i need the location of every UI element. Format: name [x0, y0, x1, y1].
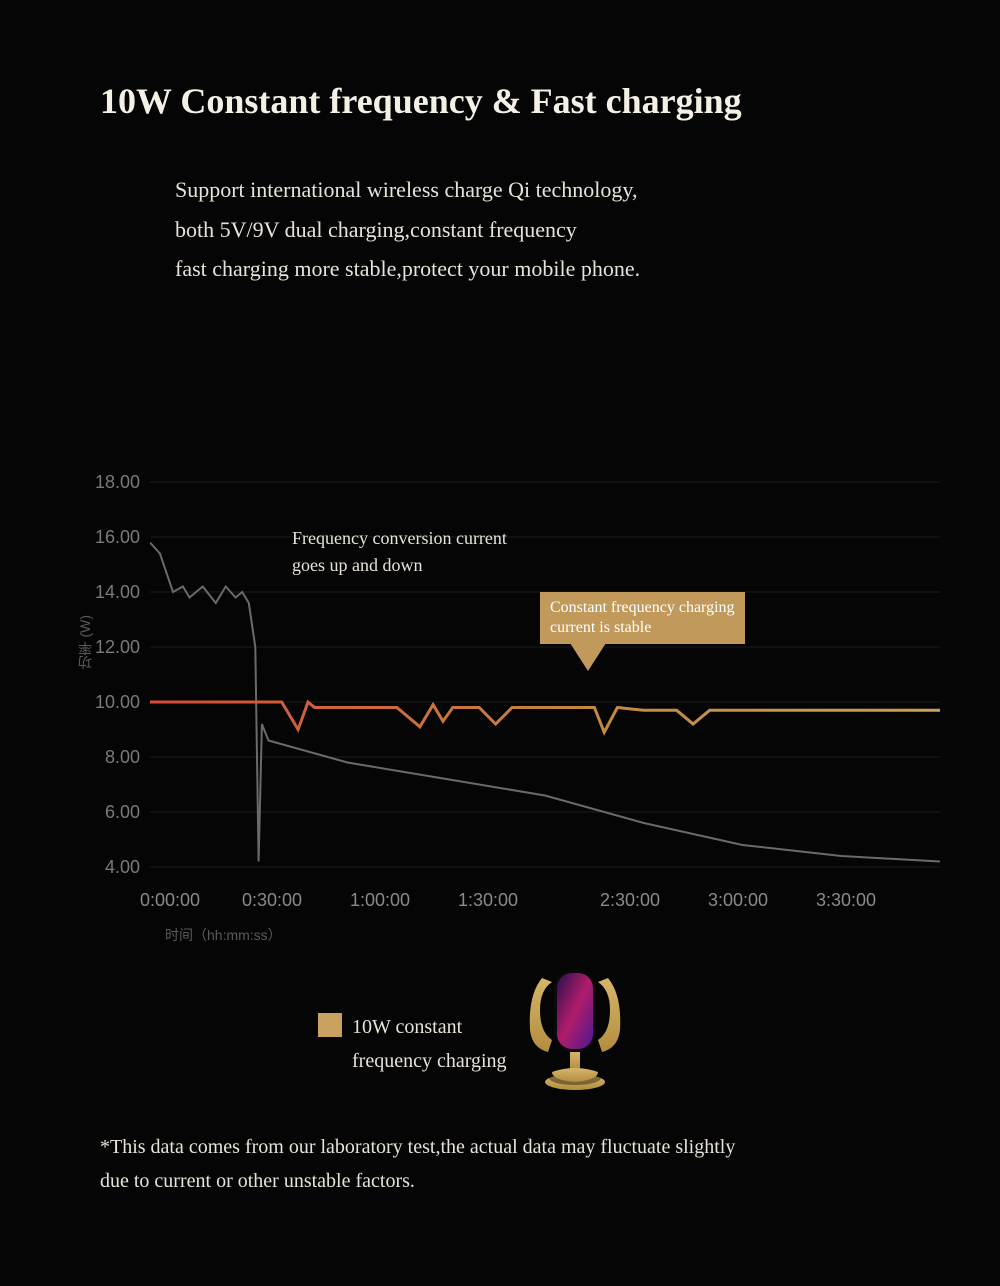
y-tick: 18.00	[80, 472, 140, 493]
callout-line: current is stable	[550, 618, 735, 638]
line-constant-frequency	[150, 702, 940, 732]
chart: 18.00 16.00 14.00 12.00 10.00 8.00 6.00 …	[80, 470, 940, 900]
grid	[150, 482, 940, 867]
annotation-freq-conv: Frequency conversion current goes up and…	[292, 525, 507, 579]
x-tick: 1:00:00	[350, 890, 410, 911]
legend: 10W constant frequency charging	[318, 1010, 507, 1078]
y-tick: 4.00	[80, 857, 140, 878]
callout-box: Constant frequency charging current is s…	[540, 592, 745, 644]
y-tick: 6.00	[80, 802, 140, 823]
x-tick: 3:00:00	[708, 890, 768, 911]
x-tick: 2:30:00	[600, 890, 660, 911]
x-axis-unit: 时间（hh:mm:ss）	[165, 925, 282, 945]
x-tick: 0:30:00	[242, 890, 302, 911]
legend-swatch	[318, 1013, 342, 1037]
chart-svg	[150, 470, 940, 870]
annot-line: Frequency conversion current	[292, 525, 507, 552]
legend-line: 10W constant	[352, 1010, 507, 1044]
clamp-right-icon	[598, 978, 620, 1052]
x-tick: 1:30:00	[458, 890, 518, 911]
device-stem	[570, 1052, 580, 1070]
y-tick: 14.00	[80, 582, 140, 603]
disclaimer-line: *This data comes from our laboratory tes…	[100, 1130, 735, 1164]
disclaimer: *This data comes from our laboratory tes…	[100, 1130, 735, 1198]
clamp-left-icon	[530, 978, 552, 1052]
device-body	[557, 973, 593, 1049]
legend-line: frequency charging	[352, 1044, 507, 1078]
desc-line: Support international wireless charge Qi…	[175, 170, 640, 210]
description: Support international wireless charge Qi…	[175, 170, 640, 289]
x-tick: 0:00:00	[140, 890, 200, 911]
y-axis-unit: 功率 (W)	[75, 615, 95, 669]
desc-line: both 5V/9V dual charging,constant freque…	[175, 210, 640, 250]
callout-arrow-icon	[570, 643, 606, 671]
y-tick: 8.00	[80, 747, 140, 768]
callout-line: Constant frequency charging	[550, 598, 735, 618]
desc-line: fast charging more stable,protect your m…	[175, 249, 640, 289]
callout-constant: Constant frequency charging current is s…	[540, 592, 745, 644]
annot-line: goes up and down	[292, 552, 507, 579]
disclaimer-line: due to current or other unstable factors…	[100, 1164, 735, 1198]
x-tick: 3:30:00	[816, 890, 876, 911]
product-image	[520, 960, 630, 1100]
page-title: 10W Constant frequency & Fast charging	[100, 80, 742, 122]
y-tick: 16.00	[80, 527, 140, 548]
y-tick: 10.00	[80, 692, 140, 713]
legend-text: 10W constant frequency charging	[352, 1010, 507, 1078]
